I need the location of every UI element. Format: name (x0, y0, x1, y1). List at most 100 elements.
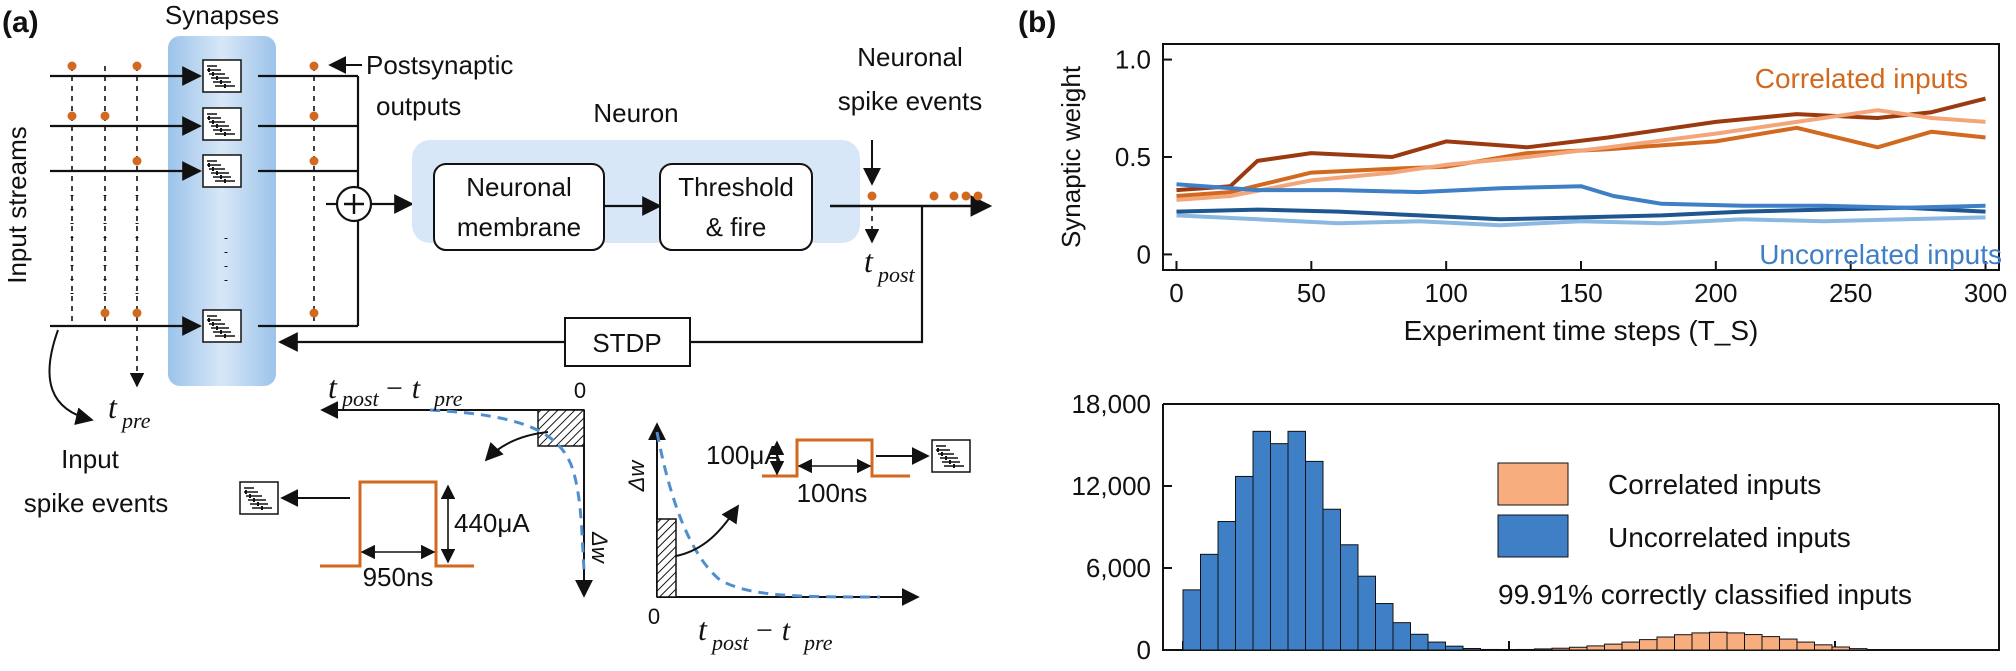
hist-bar (1587, 646, 1605, 650)
y-tick-label: 0 (1137, 239, 1151, 269)
x-tick-label: 50 (1297, 278, 1326, 308)
ltp-axis-label-sub1: post (710, 630, 750, 655)
input-streams-label: Input streams (2, 126, 32, 284)
hist-bar (1358, 576, 1376, 650)
hist-bar (1797, 642, 1815, 650)
ltd-axis-label-sub2: pre (432, 386, 463, 411)
input-spike-label-2: spike events (24, 488, 169, 518)
weight-line (1177, 184, 1986, 207)
ltd-width: 950ns (363, 562, 434, 592)
hist-bar (1710, 632, 1728, 650)
neuronal-membrane-label-2: membrane (457, 212, 581, 242)
hist-bar (1253, 431, 1271, 650)
hist-bar (1640, 640, 1658, 650)
postsynaptic-label-2: outputs (376, 91, 461, 121)
hist-bar (1832, 647, 1850, 650)
hist-bar (1727, 633, 1745, 650)
correlated-annotation: Correlated inputs (1755, 63, 1968, 94)
t-pre-label: t (108, 389, 118, 425)
synapse-icon (203, 155, 241, 187)
neuronal-spike-label-2: spike events (838, 86, 983, 116)
legend-label-correlated: Correlated inputs (1608, 469, 1821, 500)
hist-bar (1517, 649, 1535, 650)
hist-bar (1341, 545, 1359, 650)
panel-a: (a) Synapses (2, 0, 990, 655)
neuronal-membrane-label-1: Neuronal (466, 172, 572, 202)
ltd-dw: Δw (587, 531, 612, 565)
synapse-icon (932, 440, 970, 472)
threshold-label-1: Threshold (678, 172, 794, 202)
ltd-axis-label-sub1: post (340, 386, 380, 411)
neuronal-spike-label-1: Neuronal (857, 42, 963, 72)
t-pre-sub: pre (120, 408, 151, 433)
classification-annotation: 99.91% correctly classified inputs (1498, 579, 1912, 610)
hist-bar (1762, 637, 1780, 650)
hist-bar (1692, 633, 1710, 650)
synapse-icon (203, 310, 241, 342)
legend-label-uncorrelated: Uncorrelated inputs (1608, 522, 1851, 553)
synapse-icon (240, 482, 278, 514)
output-spike-dots (868, 192, 983, 201)
hist-bar (1411, 634, 1429, 650)
hist-bar (1201, 554, 1219, 650)
x-tick-label: 150 (1559, 278, 1602, 308)
hist-bar (1535, 649, 1553, 650)
synapse-icon (203, 60, 241, 92)
neuron-label: Neuron (593, 98, 678, 128)
y-tick-label: 6,000 (1086, 553, 1151, 583)
hist-bar (1675, 635, 1693, 650)
synapses-label: Synapses (165, 0, 279, 30)
uncorrelated-annotation: Uncorrelated inputs (1759, 239, 2002, 270)
hist-bar (1570, 647, 1588, 650)
hist-bar (1657, 637, 1675, 650)
ltd-inset: t post − t pre 0 Δw 440μA 950ns (240, 369, 612, 596)
panel-a-label: (a) (2, 6, 39, 39)
ltp-amp: 100μA (706, 440, 782, 470)
ltp-inset: Δw 0 t post − t pre 100μA 100ns (624, 424, 970, 655)
hist-bar (1306, 461, 1324, 650)
t-post-label: t (864, 243, 874, 279)
ltd-axis-label: t (328, 369, 338, 405)
ltd-amp: 440μA (454, 508, 530, 538)
y-tick-label: 12,000 (1071, 471, 1151, 501)
hist-bar (1236, 476, 1254, 650)
ltp-zero: 0 (648, 604, 660, 629)
hist-bar (1605, 644, 1623, 650)
synapse-icon (203, 108, 241, 140)
x-tick-label: 0 (1169, 278, 1183, 308)
hist-bar (1376, 604, 1394, 650)
x-tick-label: 100 (1424, 278, 1467, 308)
hist-bar (1218, 522, 1236, 650)
ltd-zero: 0 (574, 378, 586, 403)
y-axis-label: Synaptic weight (1056, 65, 1086, 248)
hist-bar (1288, 431, 1306, 650)
hist-bar (1745, 635, 1763, 650)
y-tick-label: 1.0 (1115, 45, 1151, 75)
x-tick-label: 300 (1964, 278, 2007, 308)
t-post-sub: post (876, 262, 916, 287)
legend-swatch-correlated (1498, 463, 1568, 505)
hist-bar (1271, 444, 1289, 650)
hist-bar (1183, 590, 1201, 650)
ltp-axis-label-mid: − t (754, 614, 791, 647)
hist-bar (1552, 648, 1570, 650)
x-tick-label: 250 (1829, 278, 1872, 308)
y-tick-label: 0.5 (1115, 142, 1151, 172)
ltp-dw: Δw (624, 459, 649, 493)
x-axis-label: Experiment time steps (T_S) (1404, 315, 1759, 346)
ltp-width: 100ns (797, 478, 868, 508)
hist-bar (1393, 623, 1411, 650)
hist-bar (1780, 639, 1798, 650)
input-spike-label-1: Input (61, 444, 120, 474)
hist-bar (1446, 646, 1464, 650)
panel-b-label: (b) (1018, 6, 1056, 39)
y-tick-label: 18,000 (1071, 389, 1151, 419)
ltp-axis-label-sub2: pre (802, 630, 833, 655)
ltp-axis-label: t (698, 611, 708, 647)
hist-bar (1622, 642, 1640, 650)
stdp-label: STDP (592, 328, 661, 358)
